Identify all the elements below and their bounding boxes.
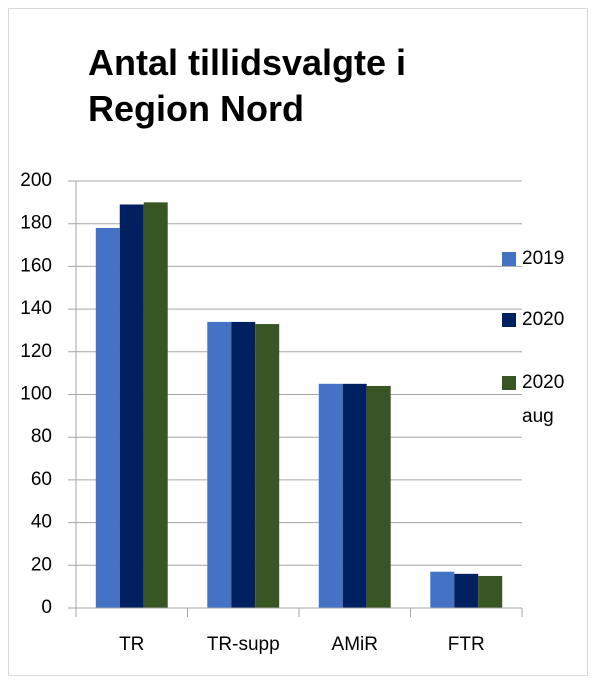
y-tick-label: 40 bbox=[31, 512, 52, 533]
y-tick-label: 180 bbox=[20, 213, 52, 234]
legend-swatch bbox=[502, 313, 516, 327]
bar bbox=[430, 571, 455, 608]
bar bbox=[207, 321, 232, 608]
bar bbox=[255, 324, 280, 608]
legend-label: 2020 bbox=[522, 309, 565, 330]
bar bbox=[342, 383, 367, 608]
chart-frame bbox=[8, 8, 588, 676]
chart-title: Antal tillidsvalgte i Region Nord bbox=[88, 42, 407, 129]
x-tick-label: TR bbox=[119, 634, 144, 655]
bar bbox=[231, 321, 256, 608]
y-tick-label: 140 bbox=[20, 298, 52, 319]
legend-label: 2020 aug bbox=[522, 372, 565, 427]
bar bbox=[143, 202, 168, 608]
y-tick-label: 200 bbox=[20, 170, 52, 191]
y-tick-label: 0 bbox=[41, 597, 52, 618]
x-tick-label: TR-supp bbox=[207, 634, 280, 655]
bar bbox=[478, 575, 503, 608]
y-tick-label: 100 bbox=[20, 384, 52, 405]
bar bbox=[95, 227, 120, 608]
y-tick-label: 80 bbox=[31, 426, 52, 447]
x-tick-label: FTR bbox=[448, 634, 485, 655]
y-tick-label: 120 bbox=[20, 341, 52, 362]
legend-swatch bbox=[502, 376, 516, 390]
bar bbox=[119, 204, 144, 609]
bar bbox=[454, 573, 479, 608]
bar bbox=[366, 385, 391, 608]
y-tick-label: 60 bbox=[31, 469, 52, 490]
legend-swatch bbox=[502, 252, 516, 266]
y-tick-label: 20 bbox=[31, 554, 52, 575]
bar bbox=[318, 383, 343, 608]
x-tick-label: AMiR bbox=[332, 634, 378, 655]
legend-label: 2019 bbox=[522, 248, 565, 269]
y-tick-label: 160 bbox=[20, 255, 52, 276]
